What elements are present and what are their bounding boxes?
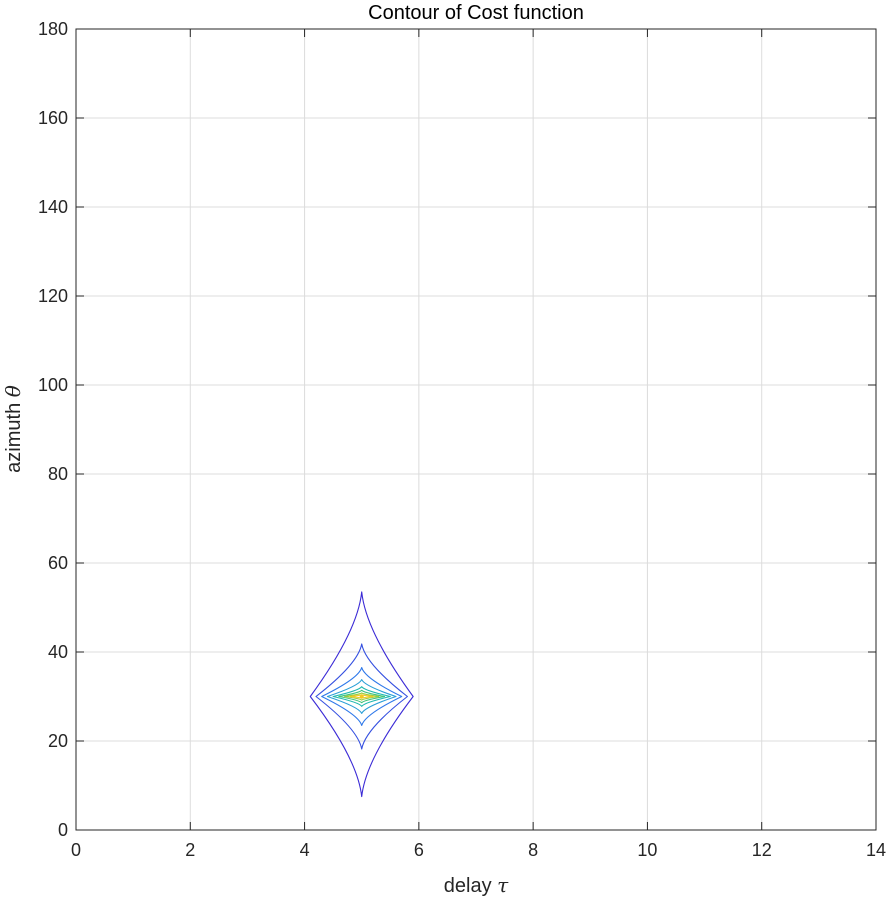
y-tick-label: 40 <box>48 642 68 662</box>
chart-title: Contour of Cost function <box>368 2 584 24</box>
x-axis-label: delay τ <box>444 873 509 897</box>
y-tick-label: 80 <box>48 464 68 484</box>
y-axis-label: azimuth θ <box>1 385 25 473</box>
y-tick-label: 140 <box>38 197 68 217</box>
contour-line-level-3 <box>321 667 403 726</box>
y-tick-label: 160 <box>38 108 68 128</box>
x-axis-label-text: delay <box>444 875 492 897</box>
x-tick-label: 8 <box>528 840 538 860</box>
x-tick-label: 10 <box>637 840 657 860</box>
x-tick-label: 12 <box>752 840 772 860</box>
x-tick-label: 4 <box>300 840 310 860</box>
contour-line-level-6 <box>338 689 386 704</box>
y-tick-label: 20 <box>48 731 68 751</box>
contour-line-level-2 <box>315 643 408 750</box>
y-axis-symbol: θ <box>1 385 25 397</box>
x-axis-symbol: τ <box>497 873 509 897</box>
ticks <box>75 28 877 831</box>
axes-frame <box>75 28 877 831</box>
y-tick-label: 120 <box>38 286 68 306</box>
contour-lines <box>309 591 414 798</box>
contour-peak-point <box>359 694 364 699</box>
x-tick-label: 14 <box>866 840 886 860</box>
x-tick-label: 2 <box>185 840 195 860</box>
y-tick-label: 60 <box>48 553 68 573</box>
contour-line-level-5 <box>332 686 391 707</box>
contour-line-level-4 <box>326 679 397 714</box>
y-tick-label: 100 <box>38 375 68 395</box>
x-tick-label: 0 <box>71 840 81 860</box>
y-tick-label: 180 <box>38 19 68 39</box>
y-tick-label: 0 <box>58 820 68 840</box>
contour-line-level-7 <box>344 692 380 701</box>
contour-line-level-1 <box>309 591 414 798</box>
x-tick-label: 6 <box>414 840 424 860</box>
plot-area-background <box>76 29 876 830</box>
y-axis-label-text: azimuth <box>3 403 25 473</box>
